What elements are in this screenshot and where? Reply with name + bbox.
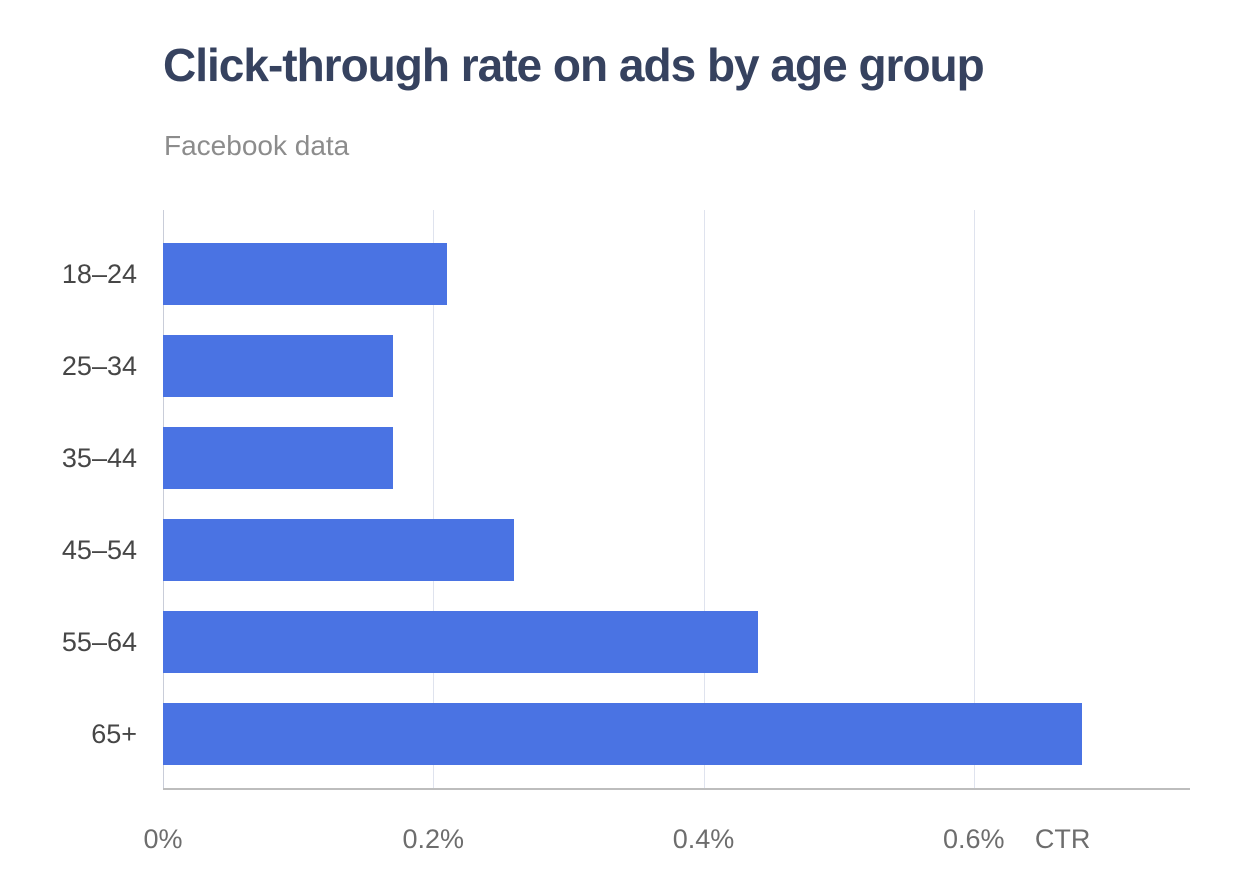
- category-label: 25–34: [61, 350, 137, 381]
- chart-subtitle: Facebook data: [164, 130, 350, 161]
- category-label: 35–44: [61, 442, 137, 473]
- bar-18-24: [163, 243, 447, 305]
- x-tick-label: 0%: [143, 824, 183, 854]
- x-tick-label: 0.4%: [672, 824, 735, 854]
- plot-area: [163, 210, 1190, 790]
- gridline: [433, 210, 435, 788]
- bar-row: [163, 228, 1190, 320]
- category-label: 65+: [91, 718, 137, 749]
- bar-25-34: [163, 335, 393, 397]
- bar-55-64: [163, 611, 758, 673]
- category-label: 55–64: [61, 626, 137, 657]
- x-axis-unit-label: CTR: [1034, 824, 1091, 854]
- category-label: 18–24: [61, 258, 137, 289]
- gridline: [163, 210, 164, 788]
- category-label: 45–54: [61, 534, 137, 565]
- bar-row: [163, 320, 1190, 412]
- bar-row: [163, 412, 1190, 504]
- chart-title: Click-through rate on ads by age group: [163, 39, 985, 91]
- gridline: [703, 210, 705, 788]
- bar-row: [163, 688, 1190, 780]
- gridline: [973, 210, 975, 788]
- bar-45-54: [163, 519, 515, 581]
- bar-row: [163, 596, 1190, 688]
- x-tick-label: 0.6%: [943, 824, 1005, 854]
- bar-row: [163, 504, 1190, 596]
- bar-65+: [163, 703, 1082, 765]
- x-axis: 0% 0.2% 0.4% 0.6% CTR: [143, 824, 1190, 864]
- y-axis-labels: 18–24 25–34 35–44 45–54 55–64 65+: [0, 210, 137, 790]
- x-tick-label: 0.2%: [402, 824, 465, 854]
- bar-35-44: [163, 427, 393, 489]
